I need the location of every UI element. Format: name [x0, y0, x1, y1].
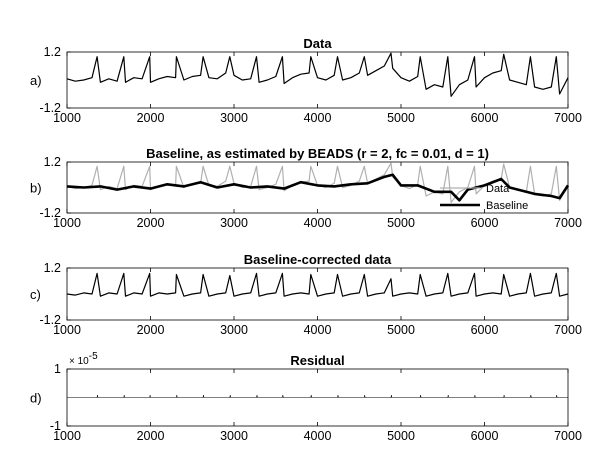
x-tick-label: 5000	[387, 111, 415, 125]
x-tick-label: 1000	[53, 111, 81, 125]
x-tick-label: 1000	[53, 216, 81, 230]
x-tick-label: 2000	[137, 111, 165, 125]
panel-1: 1000 2000 3000 4000 5000 6000 7000 1.2 -1.2 a) Dat…	[30, 36, 582, 125]
x-tick-label: 4000	[304, 216, 332, 230]
legend: Data Baseline	[440, 183, 528, 212]
panel-title: Data	[303, 36, 332, 51]
x-tick-label: 2000	[137, 429, 165, 443]
panel-label: c)	[30, 287, 41, 302]
y-tick-label: -1.2	[39, 206, 61, 220]
panel-3: 1000 2000 3000 4000 5000 6000 7000 1.2 -1.2 c) Bas…	[30, 252, 582, 337]
panel-4: 1000 2000 3000 4000 5000 6000 7000 1 -1 d) Residua…	[30, 351, 582, 443]
panel-label: a)	[30, 73, 42, 88]
series-line-signal	[66, 52, 569, 97]
axes-frame	[66, 51, 569, 109]
x-tick-label: 1000	[53, 323, 81, 337]
x-tick-label: 1000	[53, 429, 81, 443]
x-tick-label: 6000	[471, 216, 499, 230]
x-tick-label: 7000	[554, 216, 582, 230]
panel-title: Baseline-corrected data	[244, 252, 392, 267]
x-tick-label: 6000	[471, 111, 499, 125]
y-tick-label: -1	[50, 419, 61, 433]
x-tick-label: 7000	[554, 323, 582, 337]
y-tick-label: 1	[54, 362, 61, 376]
x-tick-label: 3000	[220, 323, 248, 337]
x-tick-label: 4000	[304, 323, 332, 337]
legend-label: Data	[486, 183, 510, 195]
series-line-signal	[66, 272, 569, 297]
x-tick-label: 3000	[220, 111, 248, 125]
exponent-power: -5	[89, 351, 98, 362]
y-tick-label: -1.2	[39, 313, 61, 327]
x-tick-label: 6000	[471, 429, 499, 443]
legend-label: Baseline	[486, 200, 528, 212]
panel-title: Residual	[290, 353, 344, 368]
x-tick-label: 2000	[137, 323, 165, 337]
series-line-baseline	[66, 173, 570, 202]
y-tick-label: 1.2	[44, 155, 61, 169]
x-tick-label: 5000	[387, 429, 415, 443]
y-tick-label: 1.2	[44, 45, 61, 59]
y-tick-label: -1.2	[39, 101, 61, 115]
x-tick-label: 5000	[387, 216, 415, 230]
x-tick-label: 5000	[387, 323, 415, 337]
x-tick-label: 3000	[220, 216, 248, 230]
series-line-signal	[67, 394, 568, 398]
y-tick-label: 1.2	[44, 261, 61, 275]
x-tick-label: 7000	[554, 429, 582, 443]
x-tick-label: 4000	[304, 429, 332, 443]
exponent-label: × 10-5	[69, 351, 98, 367]
x-tick-label: 2000	[137, 216, 165, 230]
x-tick-label: 6000	[471, 323, 499, 337]
x-tick-label: 3000	[220, 429, 248, 443]
x-tick-label: 7000	[554, 111, 582, 125]
panel-title: Baseline, as estimated by BEADS (r = 2, …	[146, 146, 489, 161]
panel-2: 1000 2000 3000 4000 5000 6000 7000 1.2 -1.2 b) Bas…	[30, 146, 582, 230]
panel-label: b)	[30, 181, 42, 196]
x-tick-label: 4000	[304, 111, 332, 125]
panel-label: d)	[30, 391, 42, 406]
